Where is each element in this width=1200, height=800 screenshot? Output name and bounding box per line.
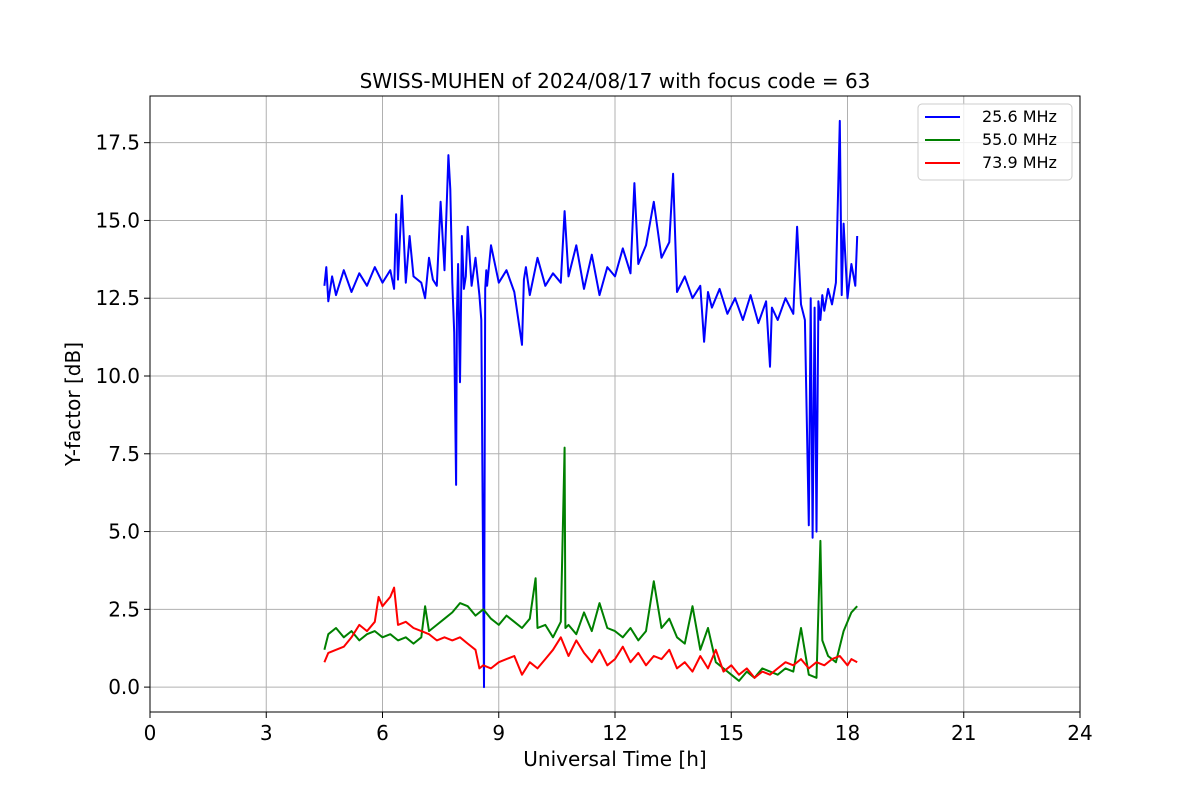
x-tick-label: 21 (951, 721, 976, 745)
y-axis-label: Y-factor [dB] (61, 342, 85, 467)
chart-title: SWISS-MUHEN of 2024/08/17 with focus cod… (360, 69, 871, 93)
x-axis-label: Universal Time [h] (523, 747, 706, 771)
y-tick-label: 2.5 (108, 597, 140, 621)
series-layer (323, 119, 859, 689)
y-tick-label: 5.0 (108, 520, 140, 544)
x-tick-label: 3 (260, 721, 273, 745)
x-axis: 0 3 6 9 12 15 18 21 24 (144, 712, 1093, 745)
x-tick-label: 15 (719, 721, 744, 745)
x-tick-label: 9 (492, 721, 505, 745)
series-line-1 (323, 446, 858, 682)
x-tick-label: 18 (835, 721, 860, 745)
legend: 25.6 MHz 55.0 MHz 73.9 MHz (917, 103, 1073, 181)
x-tick-label: 6 (376, 721, 389, 745)
y-tick-label: 0.0 (108, 675, 140, 699)
x-tick-label: 0 (144, 721, 157, 745)
legend-entry-label: 73.9 MHz (982, 153, 1057, 172)
series-line-2 (323, 586, 858, 679)
y-axis: 0.0 2.5 5.0 7.5 10.0 12.5 15.0 17.5 (95, 131, 150, 699)
y-tick-label: 17.5 (95, 131, 140, 155)
x-tick-label: 12 (602, 721, 627, 745)
series-line-0 (323, 119, 859, 689)
y-tick-label: 15.0 (95, 208, 140, 232)
y-tick-label: 10.0 (95, 364, 140, 388)
legend-entry-label: 55.0 MHz (982, 130, 1057, 149)
legend-box (917, 103, 1073, 181)
y-tick-label: 7.5 (108, 442, 140, 466)
legend-entry-label: 25.6 MHz (982, 107, 1057, 126)
y-tick-label: 12.5 (95, 286, 140, 310)
x-tick-label: 24 (1067, 721, 1092, 745)
